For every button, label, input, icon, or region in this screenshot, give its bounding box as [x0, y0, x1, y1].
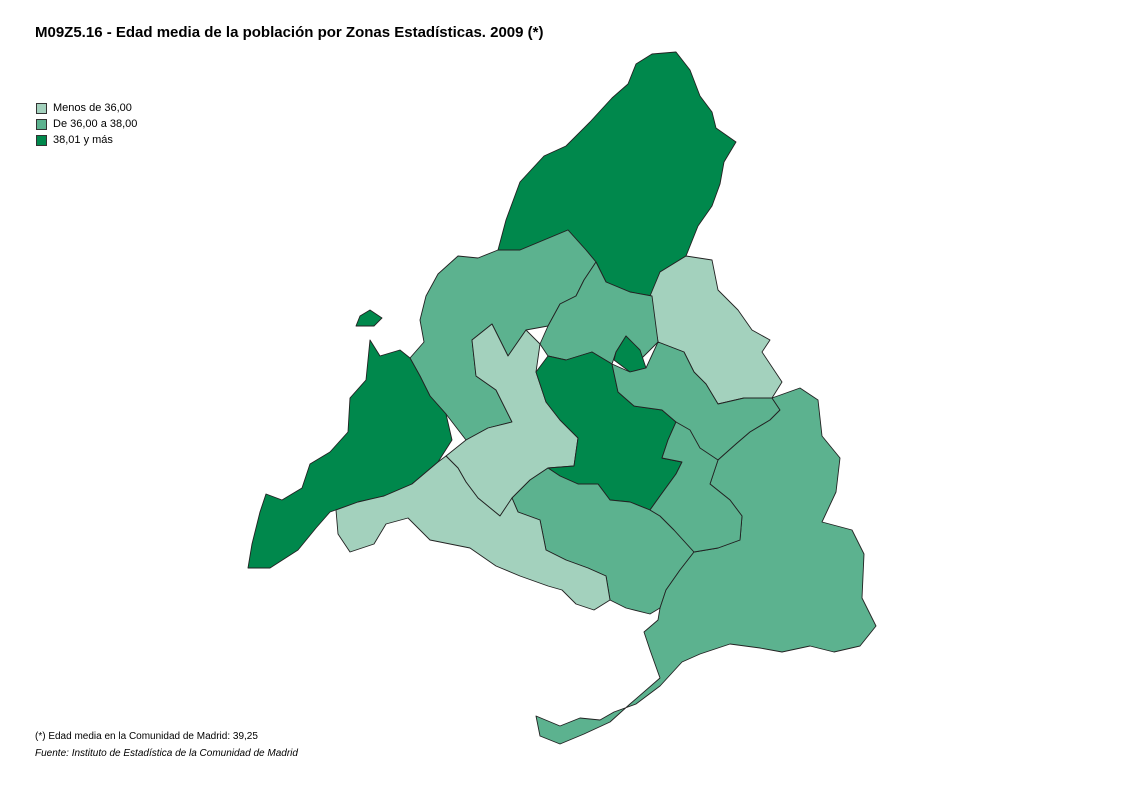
legend: Menos de 36,00 De 36,00 a 38,00 38,01 y …	[36, 100, 137, 148]
legend-label-mid: De 36,00 a 38,00	[53, 118, 138, 130]
legend-swatch-mid	[36, 118, 47, 130]
map-title: M09Z5.16 - Edad media de la población po…	[35, 24, 544, 41]
source-credit: Fuente: Instituto de Estadística de la C…	[35, 748, 298, 759]
footnote: (*) Edad media en la Comunidad de Madrid…	[35, 731, 258, 742]
legend-label-low: Menos de 36,00	[53, 102, 132, 114]
legend-item-high: 38,01 y más	[36, 132, 137, 148]
legend-label-high: 38,01 y más	[53, 134, 113, 146]
legend-swatch-high	[36, 134, 47, 146]
zone-sierra-sur[interactable]	[247, 339, 453, 569]
zone-sudoeste[interactable]	[335, 455, 611, 611]
zone-enclave-oeste[interactable]	[355, 309, 383, 327]
legend-item-mid: De 36,00 a 38,00	[36, 116, 137, 132]
zone-sudeste[interactable]	[535, 387, 877, 745]
zone-centro-este[interactable]	[649, 421, 743, 553]
legend-item-low: Menos de 36,00	[36, 100, 137, 116]
legend-swatch-low	[36, 102, 47, 114]
